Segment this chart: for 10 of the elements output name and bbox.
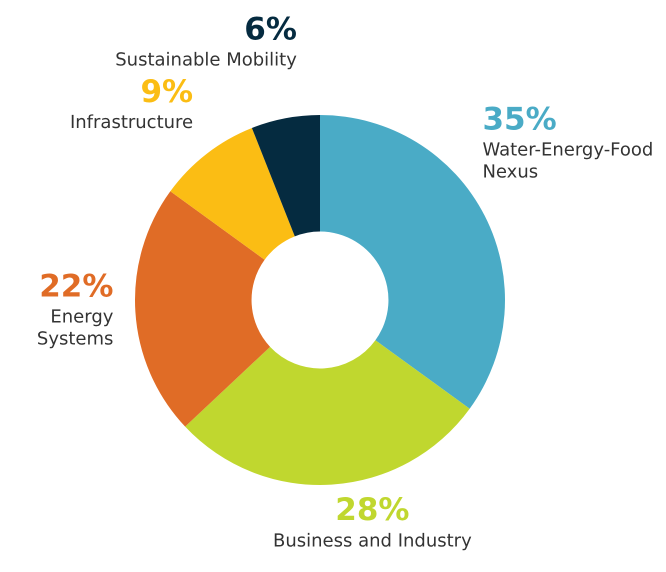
slice-label: Sustainable Mobility bbox=[115, 50, 298, 71]
slice-label: Water-Energy-Food Nexus bbox=[482, 140, 654, 183]
data-label: 22% bbox=[39, 268, 114, 305]
slice-label: Energy Systems bbox=[36, 306, 114, 350]
data-label: 35% bbox=[482, 102, 557, 138]
data-label: 9% bbox=[140, 74, 194, 110]
data-label: 28% bbox=[335, 492, 410, 528]
slice-label: Business and Industry bbox=[273, 530, 472, 552]
slice-label: Infrastructure bbox=[70, 112, 194, 134]
data-label: 6% bbox=[244, 12, 297, 48]
